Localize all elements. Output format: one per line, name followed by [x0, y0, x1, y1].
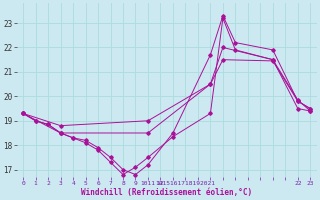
X-axis label: Windchill (Refroidissement éolien,°C): Windchill (Refroidissement éolien,°C) — [81, 188, 252, 197]
